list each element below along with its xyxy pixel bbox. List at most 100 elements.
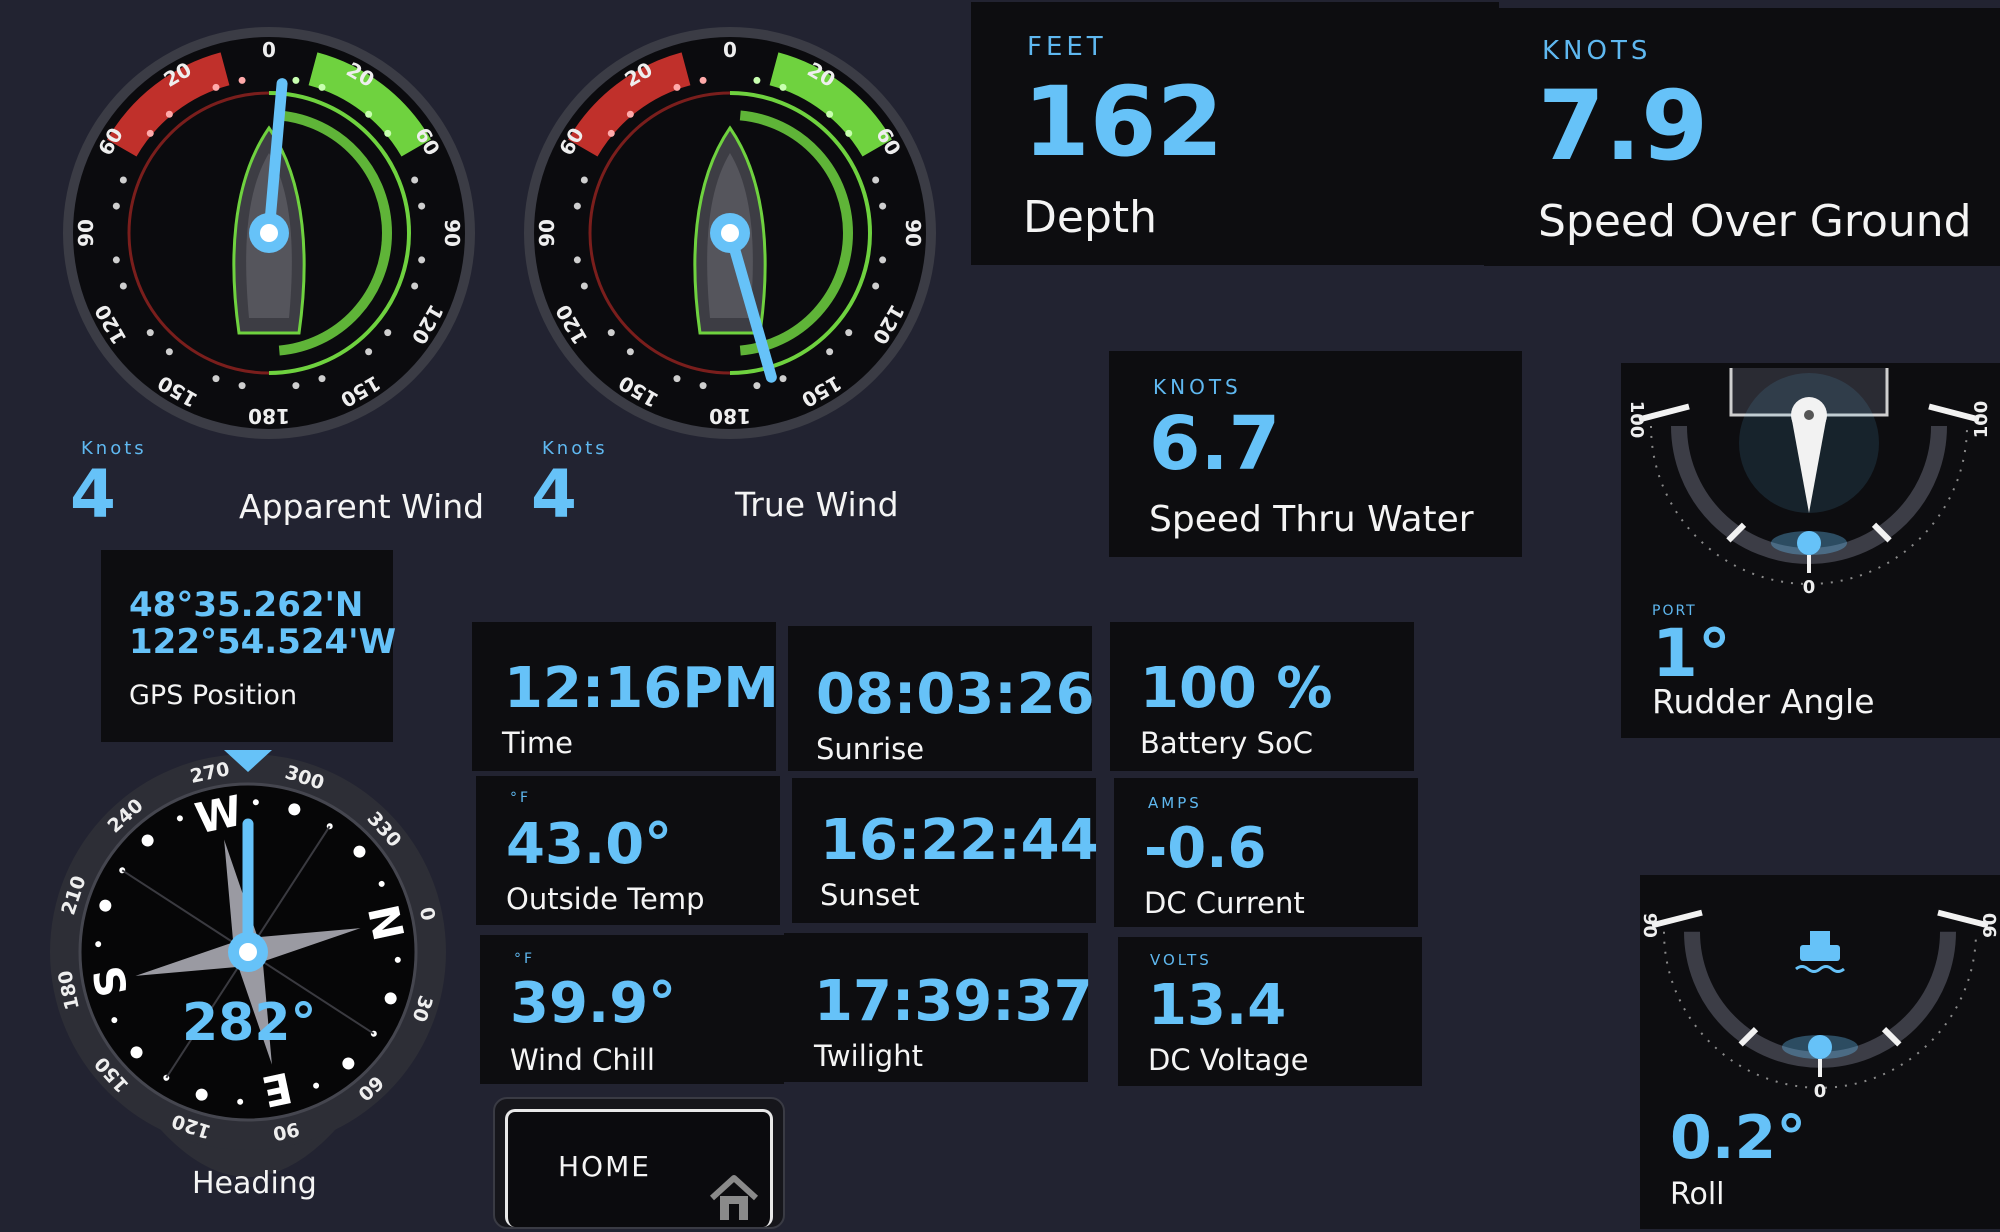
rudder-panel: 100 100 0 PORT 1° Rudder Angle xyxy=(1621,363,2000,738)
roll-zero-label: 0 xyxy=(1814,1081,1827,1102)
sog-panel: KNOTS 7.9 Speed Over Ground xyxy=(1484,8,2000,266)
compass-dot xyxy=(237,1098,244,1105)
apparent-wind-tick-dot xyxy=(418,202,426,210)
compass-dot xyxy=(353,845,366,858)
sunset-value: 16:22:44 xyxy=(820,808,1099,873)
sunset-label: Sunset xyxy=(820,878,920,912)
apparent-wind-speed: 4 xyxy=(70,456,116,533)
twilight-label: Twilight xyxy=(814,1039,923,1073)
true-wind-unit: Knots xyxy=(542,438,608,459)
depth-value: 162 xyxy=(1023,66,1224,178)
rudder-indicator: 100 100 0 xyxy=(1626,368,1992,598)
apparent-wind-scale-label: 0 xyxy=(262,38,276,62)
depth-label: Depth xyxy=(1023,192,1158,243)
compass-spoke xyxy=(121,869,249,953)
home-icon xyxy=(709,1175,759,1220)
dc-voltage-unit: VOLTS xyxy=(1150,951,1212,969)
true-wind-tick-dot xyxy=(607,129,615,137)
sunset-panel: 16:22:44 Sunset xyxy=(792,778,1099,923)
apparent-wind-scale-label: 180 xyxy=(248,404,290,428)
true-wind-scale-label: 0 xyxy=(723,38,737,62)
true-wind-tick-dot xyxy=(573,202,581,210)
heading-value: 282° xyxy=(182,993,317,1053)
roll-boat-icon xyxy=(1800,945,1840,961)
rudder-right-label: 100 xyxy=(1971,401,1992,439)
apparent-wind-port-arc xyxy=(107,52,230,157)
true-wind-tick-dot xyxy=(879,256,887,264)
roll-indicator: 90 90 0 xyxy=(1639,909,2000,1102)
roll-left-label: 90 xyxy=(1639,913,1660,938)
dc-current-unit: AMPS xyxy=(1148,794,1202,812)
home-button[interactable]: HOME xyxy=(493,1097,785,1229)
rudder-pivot-pin xyxy=(1804,410,1814,420)
compass-spoke xyxy=(247,951,375,1035)
true-wind-needle xyxy=(724,227,777,383)
true-wind-tick-dot xyxy=(573,256,581,264)
compass-spoke xyxy=(247,825,331,953)
true-wind-tick-dot xyxy=(753,382,761,390)
roll-waves xyxy=(1795,965,1845,973)
time-label: Time xyxy=(502,726,573,760)
apparent-wind-tick-dot xyxy=(418,256,426,264)
compass-star-point xyxy=(245,928,361,966)
stw-value: 6.7 xyxy=(1149,401,1281,487)
roll-boat-cabin xyxy=(1810,931,1830,945)
compass-star-point xyxy=(234,949,272,1065)
compass-dot xyxy=(342,1057,355,1070)
outside-temp-value: 43.0° xyxy=(506,812,673,877)
apparent-wind-inner-green xyxy=(268,91,411,375)
depth-unit: FEET xyxy=(1027,32,1107,62)
true-wind-tick-dot xyxy=(753,76,761,84)
true-wind-port-arc xyxy=(568,52,691,157)
compass-dot xyxy=(313,1082,320,1089)
compass-dot xyxy=(130,1046,143,1059)
apparent-wind-tick-dot xyxy=(112,202,120,210)
roll-left-mark xyxy=(1651,909,1703,929)
true-wind-tick-dot xyxy=(845,129,853,137)
true-wind-tick-dot xyxy=(626,110,634,118)
compass-degree-label: 0 xyxy=(415,905,439,923)
true-wind-tick-dot xyxy=(826,348,834,356)
true-wind-hub-center xyxy=(721,224,739,242)
apparent-wind-hub-center xyxy=(260,224,278,242)
true-wind-tick-dot xyxy=(607,329,615,337)
gps-label: GPS Position xyxy=(129,680,298,711)
apparent-wind-tick-dot xyxy=(119,176,127,184)
true-wind-starboard-arc xyxy=(769,52,892,157)
wind-chill-label: Wind Chill xyxy=(510,1043,655,1077)
time-value: 12:16PM xyxy=(504,656,780,721)
dc-voltage-panel: VOLTS 13.4 DC Voltage xyxy=(1118,937,1422,1086)
outside-temp-panel: °F 43.0° Outside Temp xyxy=(476,776,780,925)
wind-chill-value: 39.9° xyxy=(510,971,677,1036)
dc-voltage-value: 13.4 xyxy=(1148,973,1287,1038)
rudder-indicator xyxy=(1797,531,1821,555)
apparent-wind-scale-label: 90 xyxy=(74,219,98,247)
true-wind-speed: 4 xyxy=(531,456,577,533)
apparent-wind-tick-dot xyxy=(411,176,419,184)
battery-label: Battery SoC xyxy=(1140,726,1313,760)
rudder-label: Rudder Angle xyxy=(1652,682,1875,721)
true-wind-sector xyxy=(739,110,853,356)
apparent-wind-scale-label: 90 xyxy=(440,219,464,247)
outside-temp-unit: °F xyxy=(510,790,532,806)
compass-dot xyxy=(111,1017,118,1024)
wind-chill-panel: °F 39.9° Wind Chill xyxy=(480,935,784,1084)
apparent-wind-tick-dot xyxy=(318,83,326,91)
true-wind-tick-dot xyxy=(699,382,707,390)
true-wind-tick-dot xyxy=(872,176,880,184)
apparent-wind-tick-dot xyxy=(292,382,300,390)
roll-label: Roll xyxy=(1670,1177,1725,1212)
compass-spoke xyxy=(165,951,249,1079)
apparent-wind-tick-dot xyxy=(384,129,392,137)
true-wind-tick-dot xyxy=(699,76,707,84)
apparent-wind-tick-dot xyxy=(146,129,154,137)
compass-dot xyxy=(394,956,401,963)
apparent-wind-tick-dot xyxy=(119,282,127,290)
roll-right-label: 90 xyxy=(1980,913,2000,938)
rudder-left-label: 100 xyxy=(1626,401,1647,439)
true-wind-tick-dot xyxy=(580,176,588,184)
true-wind-tick-dot xyxy=(879,202,887,210)
sog-value: 7.9 xyxy=(1538,70,1709,182)
